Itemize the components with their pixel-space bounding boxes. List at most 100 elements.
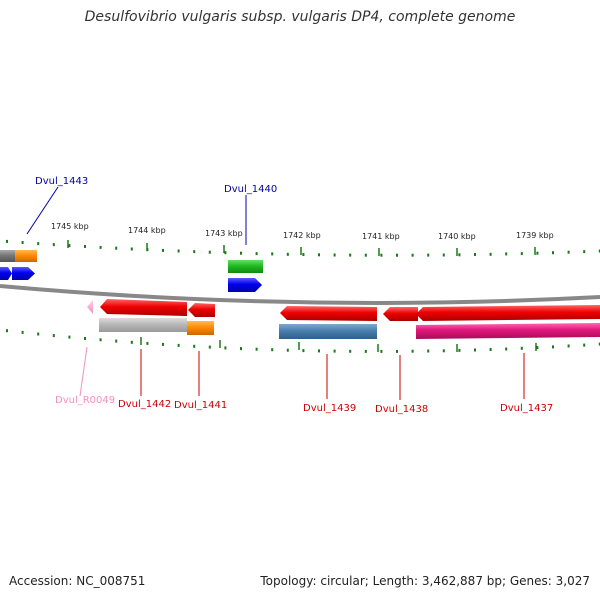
lower-tick-dot [115, 339, 118, 343]
tick-label-1745: 1745 kbp [51, 222, 89, 231]
gene-block-green[interactable] [228, 260, 263, 273]
lower-tick-dot [52, 334, 55, 338]
gene-block-gray[interactable] [99, 318, 187, 332]
genome-backbone [0, 284, 600, 305]
gene-arrow-pink-r0049[interactable] [87, 300, 93, 314]
gene-label-1440[interactable]: Dvul_1440 [224, 184, 277, 195]
gene-label-r0049[interactable]: Dvul_R0049 [55, 395, 115, 406]
gene-label-1438[interactable]: Dvul_1438 [375, 404, 428, 415]
upper-tick-dot [333, 253, 336, 257]
upper-tick-dot [442, 253, 445, 257]
upper-tick-dot [349, 253, 352, 257]
tick-labels: 1745 kbp 1744 kbp 1743 kbp 1742 kbp 1741… [51, 222, 554, 241]
upper-tick-dots [6, 239, 600, 257]
lower-tick-dot [302, 349, 305, 353]
upper-tick-dot [240, 251, 242, 255]
lower-tick-dot [458, 348, 461, 352]
lower-tick-dot [333, 349, 336, 353]
major-ticks [67, 240, 536, 256]
gene-block-orange-left [15, 250, 37, 262]
gene-arrow-blue-1440[interactable] [228, 278, 262, 292]
gene-label-1439[interactable]: Dvul_1439 [303, 403, 356, 414]
gene-arrow-blue-left-2[interactable] [12, 267, 35, 280]
lower-tick-dot [396, 349, 398, 353]
gene-block-magenta[interactable] [416, 323, 600, 339]
genome-summary-text: Topology: circular; Length: 3,462,887 bp… [260, 574, 590, 588]
tick-label-1743: 1743 kbp [205, 229, 243, 238]
upper-tick-dot [224, 251, 227, 255]
upper-tick-dot [567, 250, 570, 254]
upper-tick-dot [520, 252, 523, 256]
lower-tick-dot [442, 349, 445, 353]
lower-tick-dot [364, 349, 367, 353]
lower-tick-dot [349, 349, 352, 353]
upper-tick-dot [489, 252, 492, 256]
upper-tick-dot [583, 250, 586, 254]
tick-label-1744: 1744 kbp [128, 226, 166, 235]
lower-tick-dot [427, 349, 430, 353]
lower-tick-dot [411, 349, 414, 353]
upper-tick-dot [552, 251, 554, 255]
upper-tick-dot [536, 251, 539, 255]
lower-tick-dot [208, 345, 211, 349]
lower-tick-dot [536, 346, 539, 350]
upper-tick-dot [598, 249, 600, 253]
lower-tick-dot [520, 346, 523, 350]
upper-tick-dot [208, 250, 211, 254]
reverse-features [87, 299, 600, 339]
lower-tick-dot [271, 348, 274, 352]
gene-label-1437[interactable]: Dvul_1437 [500, 403, 553, 414]
upper-tick-dot [177, 249, 180, 253]
lower-tick-dot [474, 348, 476, 352]
gene-arrow-1442[interactable] [100, 299, 187, 316]
upper-tick-dot [68, 244, 71, 248]
upper-tick-dot [380, 253, 383, 257]
gene-label-1441[interactable]: Dvul_1441 [174, 400, 227, 411]
tick-label-1740: 1740 kbp [438, 232, 476, 241]
gene-arrow-blue-left-1[interactable] [0, 267, 12, 280]
lower-tick-dot [21, 330, 24, 334]
gene-arrow-1439[interactable] [280, 306, 377, 321]
gene-block-steelblue[interactable] [279, 324, 377, 339]
lower-tick-dot [68, 335, 71, 339]
lower-tick-dot [193, 344, 196, 348]
upper-tick-dot [318, 253, 320, 257]
tick-label-1741: 1741 kbp [362, 232, 400, 241]
upper-tick-dot [162, 248, 164, 252]
lower-tick-dot [318, 349, 320, 353]
upper-tick-dot [255, 252, 258, 256]
tick-label-1742: 1742 kbp [283, 231, 321, 240]
gene-labels: Dvul_1443 Dvul_1440 Dvul_R0049 Dvul_1442… [35, 176, 553, 415]
upper-tick-dot [364, 253, 367, 257]
lower-tick-dot [177, 343, 180, 347]
leader-lines [26, 186, 525, 400]
lower-tick-dot [6, 329, 8, 333]
gene-block-dark [0, 250, 15, 262]
lower-tick-dot [224, 346, 227, 350]
lower-tick-dot [99, 338, 102, 342]
lower-tick-dot [505, 347, 508, 351]
gene-block-orange[interactable] [187, 321, 214, 335]
upper-tick-dot [396, 253, 398, 257]
gene-arrow-1441[interactable] [188, 303, 215, 317]
gene-label-1442[interactable]: Dvul_1442 [118, 399, 171, 410]
upper-tick-dot [99, 245, 102, 249]
upper-tick-dot [302, 253, 305, 256]
upper-tick-dot [286, 252, 289, 256]
lower-tick-dot [162, 342, 164, 346]
lower-tick-dot [255, 347, 258, 351]
tick-label-1739: 1739 kbp [516, 231, 554, 240]
upper-tick-dot [474, 253, 476, 256]
gene-arrow-1438[interactable] [383, 307, 418, 321]
lower-major-ticks [140, 337, 537, 352]
gene-label-1443[interactable]: Dvul_1443 [35, 176, 88, 187]
upper-tick-dot [21, 241, 24, 244]
lower-tick-dot [286, 348, 289, 352]
upper-tick-dot [427, 253, 430, 257]
gene-arrow-1437[interactable] [416, 305, 600, 321]
upper-tick-dot [84, 245, 86, 248]
upper-tick-dot [193, 250, 196, 254]
lower-tick-dot [146, 341, 149, 345]
lower-tick-dot [489, 348, 492, 351]
